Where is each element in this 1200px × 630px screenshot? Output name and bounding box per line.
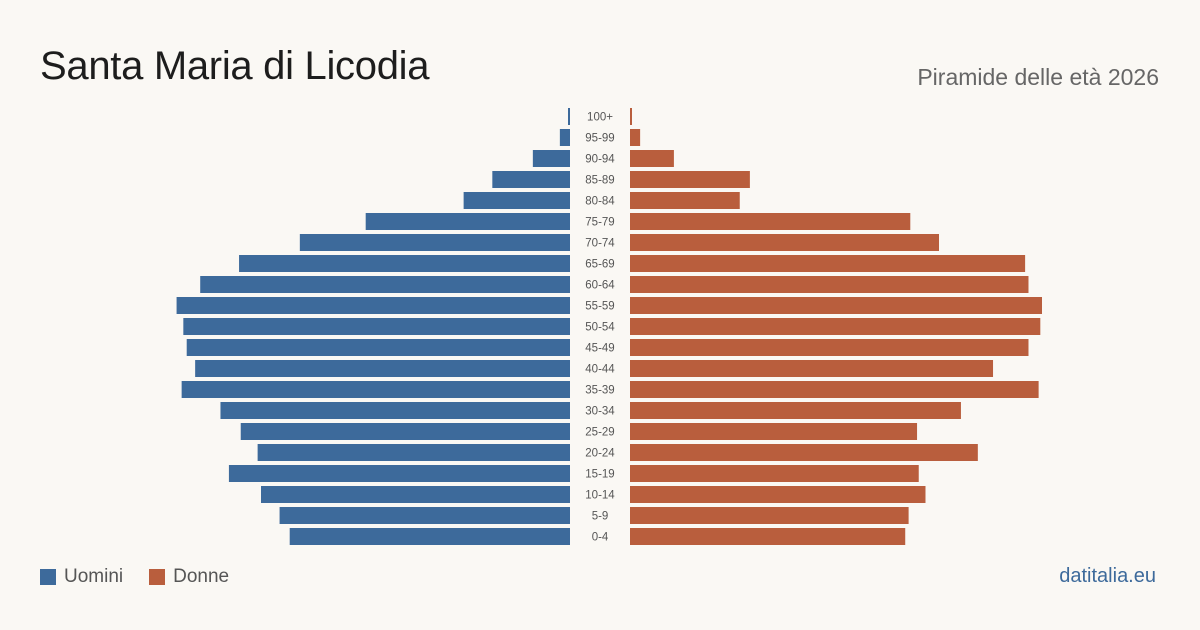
bar-men-95-99 — [559, 129, 570, 146]
chart-subtitle: Piramide delle età 2026 — [917, 64, 1159, 90]
bar-men-30-34 — [220, 402, 570, 419]
legend-item-women: Donne — [149, 566, 229, 588]
age-label-100+: 100+ — [587, 112, 613, 124]
bar-women-90-94 — [630, 150, 674, 167]
bar-women-85-89 — [630, 171, 750, 188]
bar-women-20-24 — [630, 444, 978, 461]
chart-title: Santa Maria di Licodia — [40, 44, 430, 88]
brand-link[interactable]: datitalia.eu — [1059, 565, 1156, 587]
bar-women-10-14 — [630, 486, 926, 503]
age-label-40-44: 40-44 — [585, 364, 615, 376]
age-label-80-84: 80-84 — [585, 196, 615, 208]
bar-women-50-54 — [630, 318, 1041, 335]
bar-women-55-59 — [630, 297, 1042, 314]
age-label-70-74: 70-74 — [585, 238, 615, 250]
bar-women-80-84 — [630, 192, 740, 209]
bar-men-75-79 — [365, 213, 570, 230]
legend-item-men: Uomini — [40, 566, 123, 588]
legend-label-men: Uomini — [64, 566, 124, 587]
bar-women-40-44 — [630, 360, 994, 377]
bar-women-35-39 — [630, 381, 1039, 398]
bar-women-65-69 — [630, 255, 1026, 272]
bar-women-0-4 — [630, 528, 906, 545]
age-label-35-39: 35-39 — [585, 385, 614, 397]
age-label-75-79: 75-79 — [585, 217, 614, 229]
age-label-60-64: 60-64 — [585, 280, 615, 292]
bar-men-15-19 — [228, 465, 570, 482]
bar-men-90-94 — [532, 150, 570, 167]
bar-women-45-49 — [630, 339, 1029, 356]
age-label-50-54: 50-54 — [585, 322, 615, 334]
bar-men-25-29 — [240, 423, 570, 440]
age-label-55-59: 55-59 — [585, 301, 614, 313]
bar-men-50-54 — [183, 318, 570, 335]
age-label-20-24: 20-24 — [585, 448, 615, 460]
age-label-85-89: 85-89 — [585, 175, 614, 187]
bar-women-95-99 — [630, 129, 641, 146]
bar-women-75-79 — [630, 213, 911, 230]
age-label-0-4: 0-4 — [592, 532, 609, 544]
bar-women-70-74 — [630, 234, 939, 251]
age-label-15-19: 15-19 — [585, 469, 614, 481]
bar-women-60-64 — [630, 276, 1029, 293]
age-label-95-99: 95-99 — [585, 133, 614, 145]
age-label-90-94: 90-94 — [585, 154, 615, 166]
age-label-30-34: 30-34 — [585, 406, 615, 418]
legend: Uomini Donne — [40, 566, 255, 588]
age-label-10-14: 10-14 — [585, 490, 615, 502]
age-label-45-49: 45-49 — [585, 343, 614, 355]
bar-men-45-49 — [186, 339, 570, 356]
age-label-65-69: 65-69 — [585, 259, 614, 271]
bar-men-40-44 — [195, 360, 571, 377]
bar-men-60-64 — [200, 276, 570, 293]
bar-men-35-39 — [181, 381, 570, 398]
age-label-5-9: 5-9 — [592, 511, 609, 523]
legend-swatch-women — [149, 569, 166, 585]
bar-men-20-24 — [257, 444, 570, 461]
legend-label-women: Donne — [173, 566, 230, 587]
bar-women-30-34 — [630, 402, 961, 419]
bar-men-100+ — [568, 108, 570, 125]
bar-women-5-9 — [630, 507, 909, 524]
bar-men-10-14 — [261, 486, 570, 503]
bar-women-25-29 — [630, 423, 918, 440]
age-label-25-29: 25-29 — [585, 427, 614, 439]
bar-women-15-19 — [630, 465, 919, 482]
bar-men-65-69 — [239, 255, 570, 272]
legend-swatch-men — [40, 569, 56, 585]
bar-men-70-74 — [299, 234, 570, 251]
bar-men-80-84 — [463, 192, 570, 209]
bar-women-100+ — [630, 108, 632, 125]
bar-men-5-9 — [279, 507, 570, 524]
bar-men-55-59 — [176, 297, 570, 314]
bar-men-85-89 — [492, 171, 570, 188]
bar-men-0-4 — [289, 528, 570, 545]
